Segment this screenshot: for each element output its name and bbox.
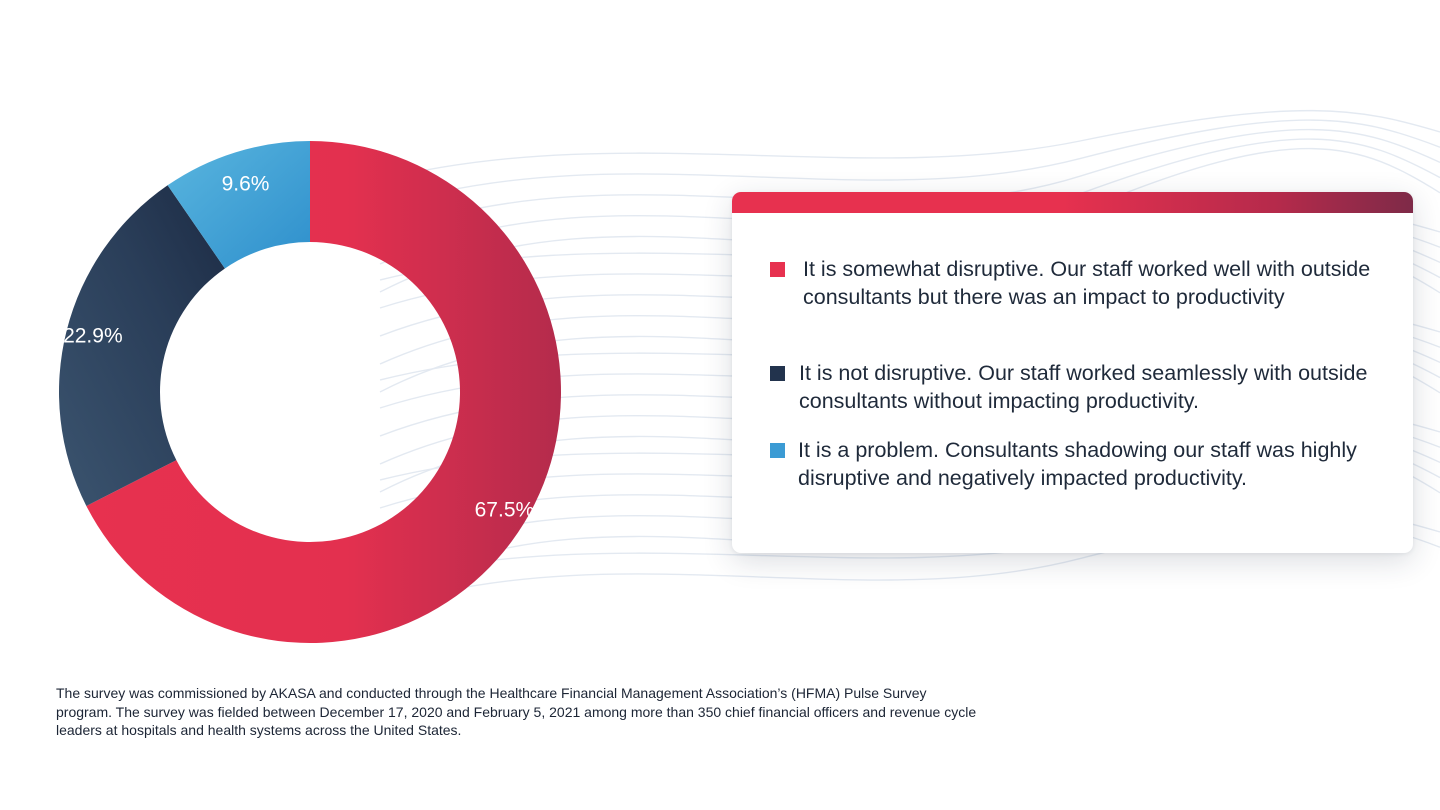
donut-label-problem: 9.6% xyxy=(222,172,270,195)
background-wave-line xyxy=(379,109,1440,181)
survey-footnote: The survey was commissioned by AKASA and… xyxy=(56,685,977,738)
legend-text: It is a problem. Consultants shadowing o… xyxy=(798,438,1357,490)
legend-card xyxy=(732,192,1413,553)
legend-text: It is somewhat disruptive. Our staff wor… xyxy=(803,257,1371,309)
legend-swatch-blue xyxy=(770,443,785,458)
donut-slice-somewhat-disruptive xyxy=(86,141,561,644)
legend-item-not-disruptive: It is not disruptive. Our staff worked s… xyxy=(770,359,1389,415)
legend-item-somewhat-disruptive: It is somewhat disruptive. Our staff wor… xyxy=(770,255,1393,311)
donut-slice-problem xyxy=(167,141,310,269)
legend-header-bar xyxy=(732,192,1413,213)
legend-item-problem: It is a problem. Consultants shadowing o… xyxy=(770,436,1378,492)
donut-label-somewhat-disruptive: 67.5% xyxy=(475,499,535,522)
donut-slice-not-disruptive xyxy=(58,185,225,506)
background-wave-line xyxy=(379,119,1440,209)
legend-swatch-red xyxy=(770,262,785,277)
donut-label-not-disruptive: 22.9% xyxy=(63,325,123,348)
donut-chart: 67.5% 22.9% 9.6% xyxy=(58,141,561,644)
legend-text: It is not disruptive. Our staff worked s… xyxy=(799,361,1368,413)
legend-swatch-navy xyxy=(770,366,785,381)
